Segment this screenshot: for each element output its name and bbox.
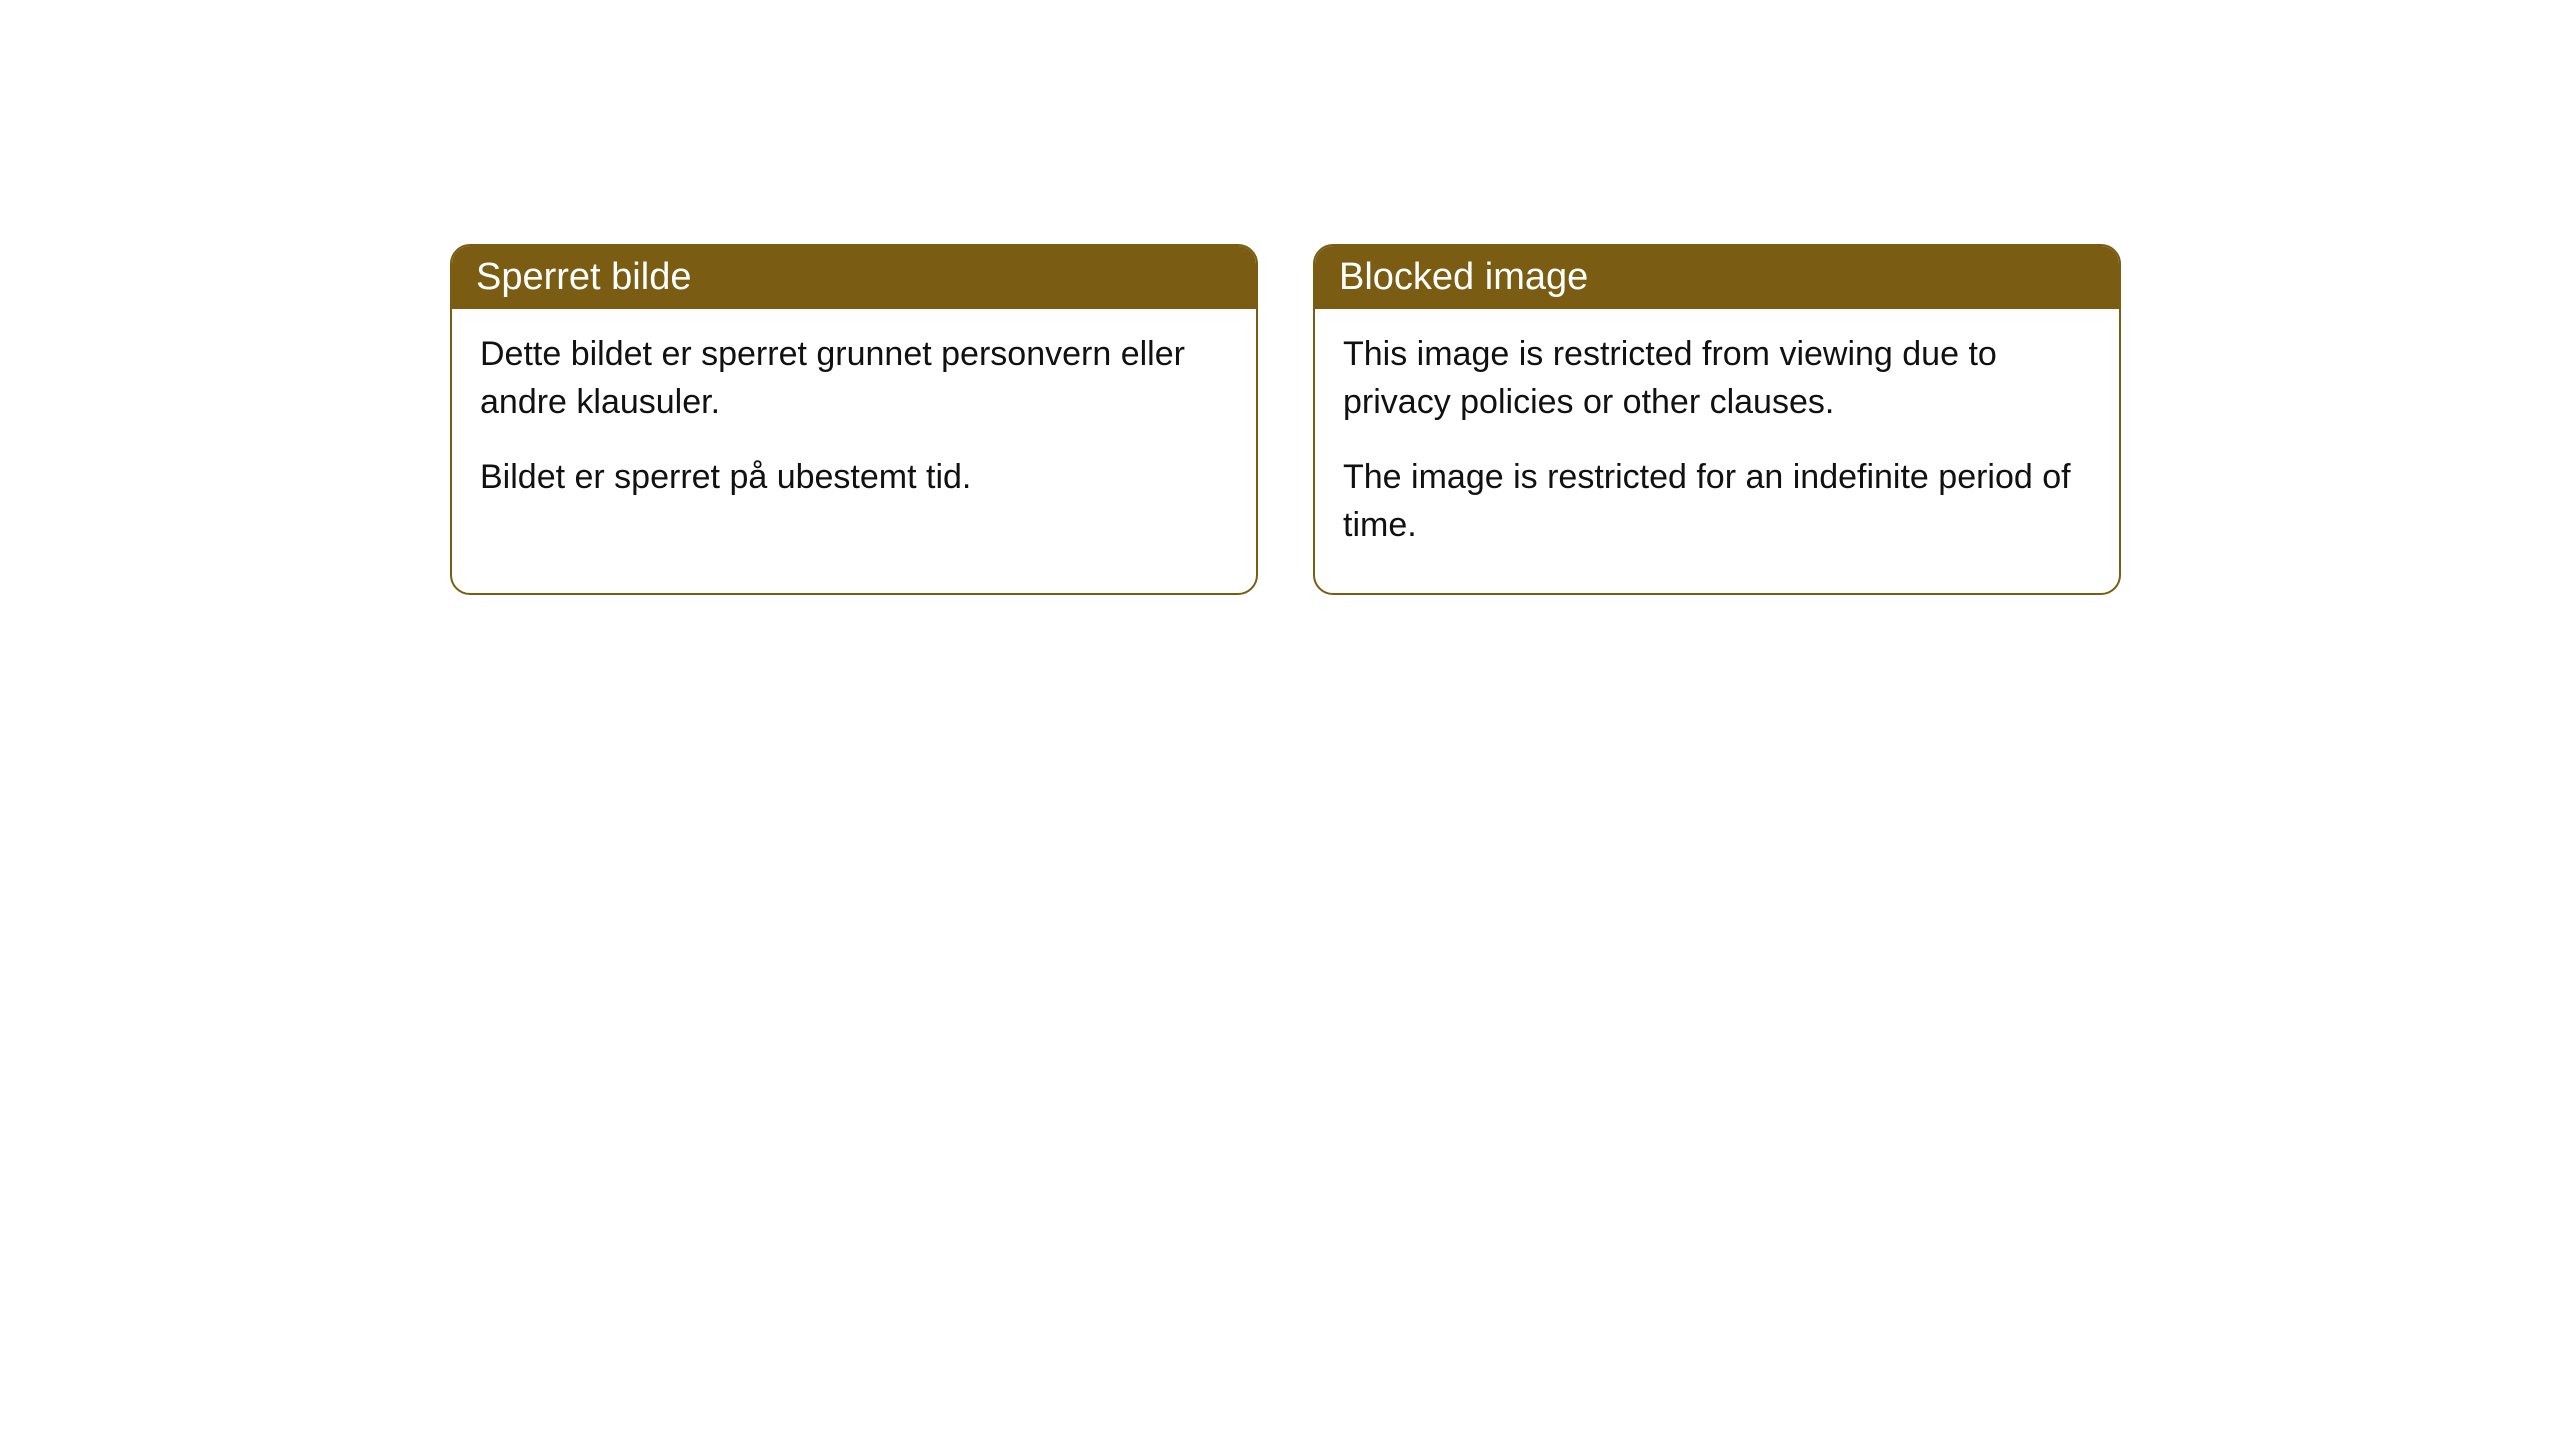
card-header-norwegian: Sperret bilde bbox=[452, 246, 1256, 309]
notice-cards-container: Sperret bilde Dette bildet er sperret gr… bbox=[450, 244, 2121, 595]
card-paragraph: Dette bildet er sperret grunnet personve… bbox=[480, 331, 1228, 426]
notice-card-norwegian: Sperret bilde Dette bildet er sperret gr… bbox=[450, 244, 1258, 595]
card-paragraph: The image is restricted for an indefinit… bbox=[1343, 454, 2091, 549]
card-title: Blocked image bbox=[1339, 256, 1588, 298]
card-body-english: This image is restricted from viewing du… bbox=[1315, 309, 2119, 593]
card-paragraph: This image is restricted from viewing du… bbox=[1343, 331, 2091, 426]
notice-card-english: Blocked image This image is restricted f… bbox=[1313, 244, 2121, 595]
card-title: Sperret bilde bbox=[476, 256, 691, 298]
card-body-norwegian: Dette bildet er sperret grunnet personve… bbox=[452, 309, 1256, 546]
card-paragraph: Bildet er sperret på ubestemt tid. bbox=[480, 454, 1228, 502]
card-header-english: Blocked image bbox=[1315, 246, 2119, 309]
